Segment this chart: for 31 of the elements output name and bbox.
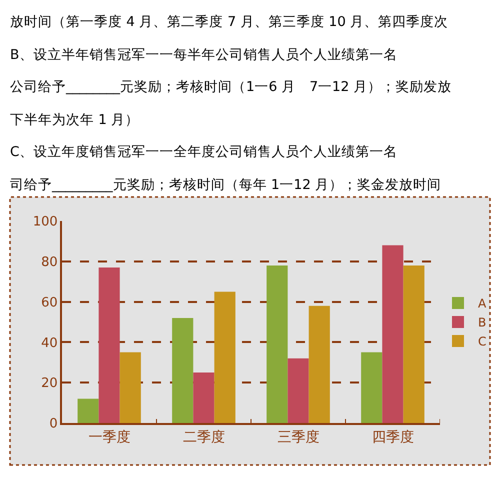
text: 司给予_________元奖励；考核时间（每年 1一12 月）；奖金发放时间 [10,177,442,193]
legend-label: A [478,296,487,311]
x-tick-label: 一季度 [88,430,130,446]
y-tick-label: 60 [41,295,58,310]
legend-label: C [478,334,486,349]
bar [98,267,120,423]
text: B、设立半年销售冠军一一每半年公司销售人员个人业绩第一名 [10,47,398,63]
bar [403,265,424,423]
y-tick-label: 20 [41,376,58,392]
bar [288,358,309,423]
bar [214,292,236,423]
text: C、设立年度销售冠军一一全年度公司销售人员个人业绩第一名 [10,144,398,160]
y-tick-label: 80 [41,254,58,270]
text: 放时间（第一季度 4 月、第二季度 7 月、第三季度 10 月、第四季度次 [10,14,448,30]
x-tick-label: 二季度 [182,430,225,446]
y-tick-label: 40 [41,336,58,351]
x-tick-label: 三季度 [277,430,320,446]
bar [382,245,404,423]
bar [78,398,99,423]
y-tick-label: 0 [49,416,58,432]
bar [120,352,141,423]
x-tick-label: 四季度 [372,430,414,446]
bar [266,265,288,423]
bar [172,318,194,423]
bar [308,306,330,423]
bar [361,352,382,423]
y-tick-label: 100 [32,214,58,230]
text: 下半年为次年 1 月） [10,112,140,128]
legend-label: B [478,316,486,330]
text: 公司给予________元奖励；考核时间（1一6 月 7一12 月）；奖励发放 [10,79,452,95]
bar [193,372,214,423]
